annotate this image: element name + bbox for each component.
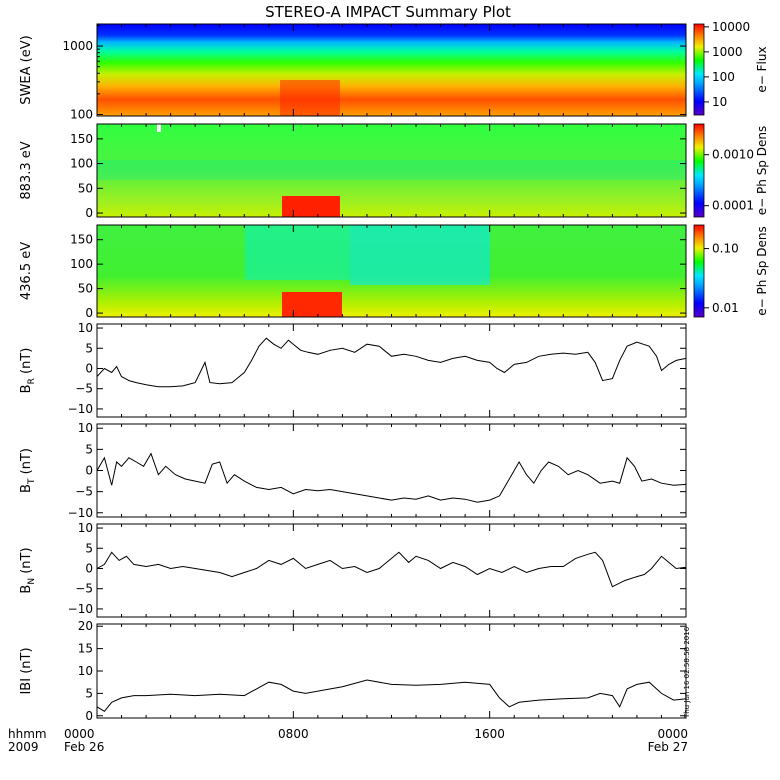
- colorbar-label: e− Ph Sp Dens: [755, 126, 769, 215]
- time-date-label: Feb 27: [648, 740, 688, 754]
- panel-ylabel: BR (nT): [19, 348, 37, 394]
- ytick-label: 5: [85, 341, 93, 355]
- ytick-label: 10: [78, 421, 93, 435]
- ytick-label: 0: [85, 206, 93, 220]
- bt-frame: [96, 423, 687, 518]
- ytick-label: 0: [85, 306, 93, 320]
- colorbar-tick-label: 0.0010: [712, 148, 754, 162]
- colorbar-tick-label: 0.01: [712, 301, 739, 315]
- pad-436-panel: [96, 224, 687, 318]
- ytick-label: −5: [75, 582, 93, 596]
- plot-title: STEREO-A IMPACT Summary Plot: [265, 3, 511, 21]
- swea-hot-region: [280, 80, 340, 116]
- ytick-label: −10: [68, 402, 93, 416]
- ytick-label: 20: [78, 619, 93, 633]
- ytick-label: 15: [78, 642, 93, 656]
- swea-spectrogram-image: [97, 24, 686, 116]
- bmag-frame: [96, 623, 687, 719]
- panel-ylabel: SWEA (eV): [19, 35, 34, 104]
- pad-883-panel: [96, 123, 687, 218]
- colorbar-pad-883: [693, 123, 705, 218]
- ytick-label: 100: [70, 257, 93, 271]
- ytick-label: 0: [85, 361, 93, 375]
- pad-436-depletion-2: [350, 225, 490, 285]
- ytick-label: 10: [78, 521, 93, 535]
- br-panel: [96, 323, 687, 418]
- bn-panel: [96, 523, 687, 618]
- panel-ylabel: 436.5 eV: [19, 242, 34, 300]
- ytick-label: 0: [85, 709, 93, 723]
- ytick-label: 0: [85, 464, 93, 478]
- series-line: [96, 337, 687, 388]
- bn-frame: [96, 523, 687, 618]
- colorbar-tick-label: 10: [712, 95, 727, 109]
- panel-ylabel: BT (nT): [19, 448, 37, 493]
- bmag-panel: [96, 623, 687, 719]
- pad-883-gap: [157, 124, 161, 132]
- pad-883-hot-region: [282, 196, 340, 217]
- series-line: [96, 551, 687, 588]
- time-date-label: Feb 26: [64, 740, 104, 754]
- ytick-label: 5: [85, 686, 93, 700]
- time-axis-format-label: hhmm: [8, 727, 47, 741]
- colorbar-tick-label: 10000: [712, 20, 750, 34]
- time-tick-label: 0000: [657, 727, 688, 741]
- colorbar-tick-label: 0.10: [712, 242, 739, 256]
- swea-spectrogram-panel: [96, 23, 687, 117]
- ytick-label: −5: [75, 382, 93, 396]
- pad-436-hot-region: [282, 292, 342, 317]
- ytick-label: 0: [85, 561, 93, 575]
- pad-883-image: [97, 124, 686, 217]
- ytick-label: 50: [78, 282, 93, 296]
- plot-timestamp: Thu Jun 16 02:58:58 2016: [683, 626, 691, 719]
- br-frame: [96, 323, 687, 418]
- time-axis-year-label: 2009: [8, 740, 39, 754]
- colorbar-label: e− Ph Sp Dens: [755, 226, 769, 315]
- ytick-label: −5: [75, 485, 93, 499]
- colorbar-swea: [693, 23, 705, 116]
- ytick-label: 10: [78, 664, 93, 678]
- series-line: [96, 452, 687, 503]
- time-tick-label: 0000: [64, 727, 95, 741]
- colorbar-pad-883-gradient: [693, 123, 705, 218]
- ytick-label: 1000: [62, 39, 93, 53]
- pad-436-depletion-1: [245, 225, 350, 280]
- panel-ylabel: IBI (nT): [19, 647, 34, 694]
- colorbar-tick-label: 100: [712, 70, 735, 84]
- colorbar-pad-436: [693, 224, 705, 318]
- panel-ylabel: 883.3 eV: [19, 141, 34, 199]
- ytick-label: 5: [85, 442, 93, 456]
- ytick-label: −10: [68, 602, 93, 616]
- colorbar-tick-label: 0.0001: [712, 199, 754, 213]
- ytick-label: 10: [78, 321, 93, 335]
- ytick-label: 100: [70, 107, 93, 121]
- pad-883-low-band: [97, 160, 686, 180]
- panel-ylabel: BN (nT): [19, 547, 37, 593]
- time-tick-label: 0800: [278, 727, 309, 741]
- colorbar-swea-gradient: [693, 23, 705, 116]
- time-tick-label: 1600: [474, 727, 505, 741]
- ytick-label: 150: [70, 132, 93, 146]
- colorbar-pad-436-gradient: [693, 224, 705, 318]
- ytick-label: 5: [85, 541, 93, 555]
- series-line: [96, 679, 687, 712]
- ytick-label: −10: [68, 506, 93, 520]
- bt-panel: [96, 423, 687, 518]
- ytick-label: 150: [70, 233, 93, 247]
- ytick-label: 50: [78, 181, 93, 195]
- colorbar-tick-label: 1000: [712, 45, 743, 59]
- ytick-label: 100: [70, 157, 93, 171]
- colorbar-label: e− Flux: [755, 46, 769, 92]
